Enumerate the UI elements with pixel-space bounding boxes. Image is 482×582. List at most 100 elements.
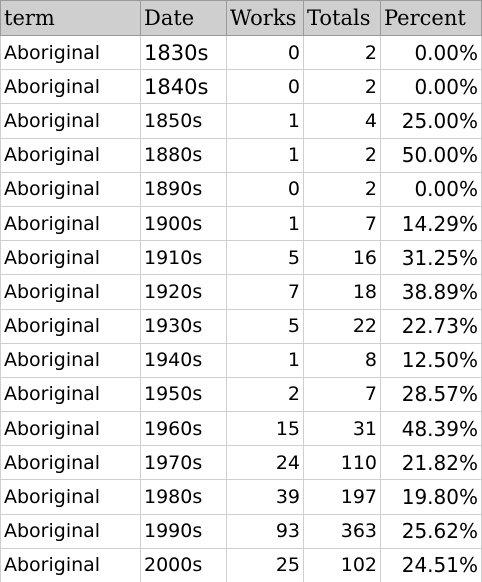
table-row: Aboriginal 1990s 93 363 25.62% bbox=[0, 513, 482, 549]
date-cell[interactable]: 1850s bbox=[140, 103, 227, 139]
percent-cell[interactable]: 21.82% bbox=[380, 445, 482, 481]
totals-cell[interactable]: 2 bbox=[303, 171, 381, 207]
works-cell[interactable]: 1 bbox=[226, 103, 304, 139]
date-cell[interactable]: 1970s bbox=[140, 445, 227, 481]
totals-cell[interactable]: 2 bbox=[303, 137, 381, 173]
table-row: Aboriginal 1850s 1 4 25.00% bbox=[0, 103, 482, 139]
percent-cell[interactable]: 22.73% bbox=[380, 308, 482, 344]
term-cell[interactable]: Aboriginal bbox=[0, 342, 141, 378]
term-cell[interactable]: Aboriginal bbox=[0, 240, 141, 276]
column-header-term[interactable]: term bbox=[0, 0, 141, 36]
term-cell[interactable]: Aboriginal bbox=[0, 547, 141, 582]
totals-cell[interactable]: 102 bbox=[303, 547, 381, 582]
date-cell[interactable]: 2000s bbox=[140, 547, 227, 582]
date-cell[interactable]: 1880s bbox=[140, 137, 227, 173]
date-cell[interactable]: 1930s bbox=[140, 308, 227, 344]
date-cell[interactable]: 1990s bbox=[140, 513, 227, 549]
percent-cell[interactable]: 28.57% bbox=[380, 376, 482, 413]
table-body: Aboriginal 1830s 0 2 0.00% Aboriginal 1840s 0 2 0… bbox=[0, 34, 482, 582]
works-cell[interactable]: 24 bbox=[226, 445, 304, 481]
percent-cell[interactable]: 24.51% bbox=[380, 547, 482, 582]
table-row: Aboriginal 1980s 39 197 19.80% bbox=[0, 479, 482, 515]
works-cell[interactable]: 5 bbox=[226, 308, 304, 344]
works-cell[interactable]: 0 bbox=[226, 69, 304, 105]
term-cell[interactable]: Aboriginal bbox=[0, 137, 141, 173]
totals-cell[interactable]: 197 bbox=[303, 479, 381, 515]
totals-cell[interactable]: 2 bbox=[303, 34, 381, 71]
works-cell[interactable]: 7 bbox=[226, 274, 304, 310]
term-cell[interactable]: Aboriginal bbox=[0, 274, 141, 310]
totals-cell[interactable]: 31 bbox=[303, 411, 381, 447]
percent-cell[interactable]: 48.39% bbox=[380, 411, 482, 447]
totals-cell[interactable]: 8 bbox=[303, 342, 381, 378]
table-row: Aboriginal 2000s 25 102 24.51% bbox=[0, 547, 482, 582]
table-row: Aboriginal 1890s 0 2 0.00% bbox=[0, 171, 482, 207]
works-cell[interactable]: 15 bbox=[226, 411, 304, 447]
date-cell[interactable]: 1960s bbox=[140, 411, 227, 447]
term-cell[interactable]: Aboriginal bbox=[0, 308, 141, 344]
term-cell[interactable]: Aboriginal bbox=[0, 513, 141, 549]
date-cell[interactable]: 1840s bbox=[140, 69, 227, 105]
term-cell[interactable]: Aboriginal bbox=[0, 376, 141, 413]
date-cell[interactable]: 1910s bbox=[140, 240, 227, 276]
header-row: term Date Works Totals Percent bbox=[0, 0, 482, 36]
totals-cell[interactable]: 110 bbox=[303, 445, 381, 481]
column-header-totals[interactable]: Totals bbox=[303, 0, 381, 36]
totals-cell[interactable]: 18 bbox=[303, 274, 381, 310]
term-cell[interactable]: Aboriginal bbox=[0, 103, 141, 139]
column-header-date[interactable]: Date bbox=[140, 0, 227, 36]
works-cell[interactable]: 1 bbox=[226, 342, 304, 378]
date-cell[interactable]: 1830s bbox=[140, 34, 227, 71]
column-header-works[interactable]: Works bbox=[226, 0, 304, 36]
works-cell[interactable]: 5 bbox=[226, 240, 304, 276]
percent-cell[interactable]: 0.00% bbox=[380, 171, 482, 207]
percent-cell[interactable]: 0.00% bbox=[380, 34, 482, 71]
column-header-percent[interactable]: Percent bbox=[380, 0, 482, 36]
totals-cell[interactable]: 7 bbox=[303, 205, 381, 242]
table-row: Aboriginal 1960s 15 31 48.39% bbox=[0, 411, 482, 447]
works-cell[interactable]: 2 bbox=[226, 376, 304, 413]
works-cell[interactable]: 0 bbox=[226, 171, 304, 207]
percent-cell[interactable]: 25.62% bbox=[380, 513, 482, 549]
date-cell[interactable]: 1980s bbox=[140, 479, 227, 515]
date-cell[interactable]: 1900s bbox=[140, 205, 227, 242]
works-cell[interactable]: 93 bbox=[226, 513, 304, 549]
totals-cell[interactable]: 4 bbox=[303, 103, 381, 139]
date-cell[interactable]: 1920s bbox=[140, 274, 227, 310]
term-cell[interactable]: Aboriginal bbox=[0, 205, 141, 242]
percent-cell[interactable]: 19.80% bbox=[380, 479, 482, 515]
date-cell[interactable]: 1890s bbox=[140, 171, 227, 207]
totals-cell[interactable]: 2 bbox=[303, 69, 381, 105]
table-row: Aboriginal 1930s 5 22 22.73% bbox=[0, 308, 482, 344]
term-cell[interactable]: Aboriginal bbox=[0, 34, 141, 71]
totals-cell[interactable]: 16 bbox=[303, 240, 381, 276]
percent-cell[interactable]: 50.00% bbox=[380, 137, 482, 173]
table-row: Aboriginal 1840s 0 2 0.00% bbox=[0, 69, 482, 105]
totals-cell[interactable]: 22 bbox=[303, 308, 381, 344]
percent-cell[interactable]: 38.89% bbox=[380, 274, 482, 310]
percent-cell[interactable]: 12.50% bbox=[380, 342, 482, 378]
works-cell[interactable]: 1 bbox=[226, 205, 304, 242]
term-cell[interactable]: Aboriginal bbox=[0, 411, 141, 447]
works-cell[interactable]: 39 bbox=[226, 479, 304, 515]
percent-cell[interactable]: 31.25% bbox=[380, 240, 482, 276]
table-row: Aboriginal 1830s 0 2 0.00% bbox=[0, 34, 482, 71]
term-cell[interactable]: Aboriginal bbox=[0, 69, 141, 105]
term-cell[interactable]: Aboriginal bbox=[0, 445, 141, 481]
date-cell[interactable]: 1940s bbox=[140, 342, 227, 378]
percent-cell[interactable]: 0.00% bbox=[380, 69, 482, 105]
totals-cell[interactable]: 363 bbox=[303, 513, 381, 549]
date-cell[interactable]: 1950s bbox=[140, 376, 227, 413]
works-cell[interactable]: 0 bbox=[226, 34, 304, 71]
term-cell[interactable]: Aboriginal bbox=[0, 479, 141, 515]
works-cell[interactable]: 25 bbox=[226, 547, 304, 582]
term-cell[interactable]: Aboriginal bbox=[0, 171, 141, 207]
works-cell[interactable]: 1 bbox=[226, 137, 304, 173]
table-row: Aboriginal 1940s 1 8 12.50% bbox=[0, 342, 482, 378]
percent-cell[interactable]: 25.00% bbox=[380, 103, 482, 139]
table-row: Aboriginal 1920s 7 18 38.89% bbox=[0, 274, 482, 310]
percent-cell[interactable]: 14.29% bbox=[380, 205, 482, 242]
totals-cell[interactable]: 7 bbox=[303, 376, 381, 413]
